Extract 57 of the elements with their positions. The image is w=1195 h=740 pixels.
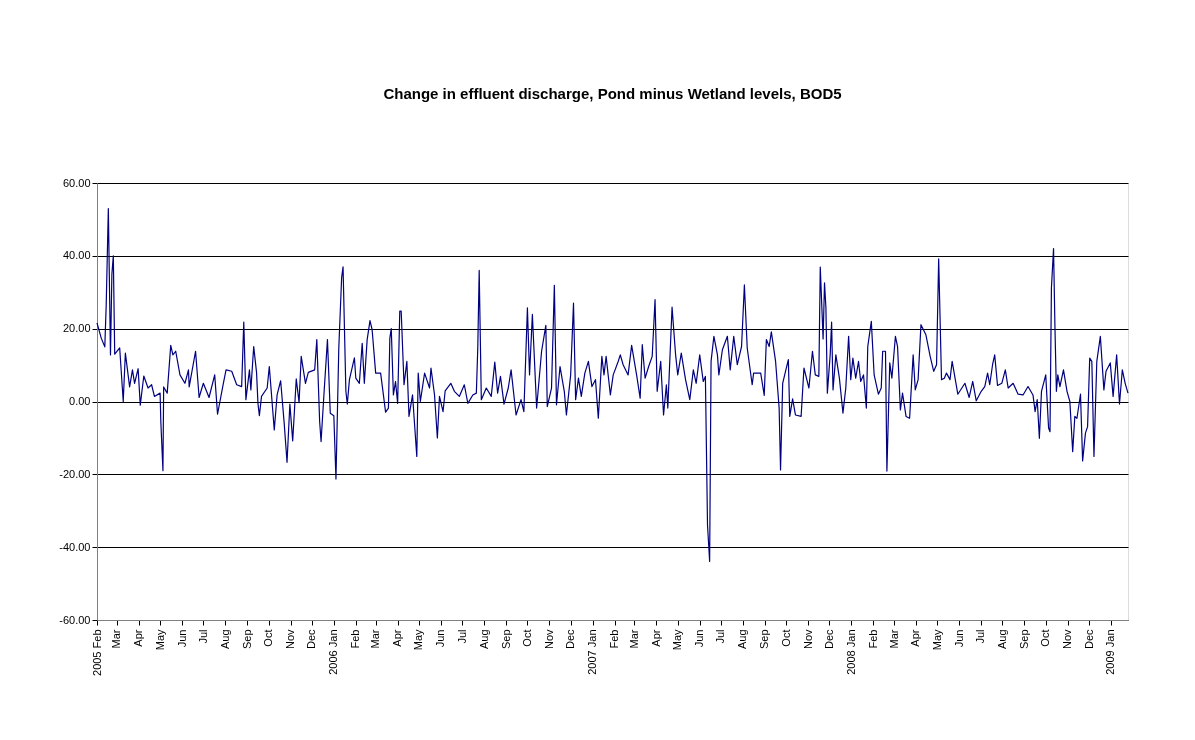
y-tick-label: 40.00: [62, 249, 91, 262]
x-tick-label: 2007 Jan: [586, 629, 599, 675]
x-tick-label: Apr: [909, 629, 922, 647]
x-tick-label: Oct: [779, 629, 792, 647]
x-tick-label: Sep: [1017, 629, 1030, 650]
x-tick-label: Jun: [693, 629, 706, 648]
x-tick-label: Jun: [952, 629, 965, 648]
x-tick-label: Mar: [110, 629, 123, 649]
x-tick-label: Aug: [995, 629, 1008, 650]
x-tick-label: Jul: [455, 629, 468, 644]
chart-title: Change in effluent discharge, Pond minus Wetland levels, BOD5: [383, 85, 842, 102]
x-tick-label: Nov: [1061, 629, 1074, 650]
x-tick-label: Aug: [477, 629, 490, 650]
y-tick-label: 20.00: [62, 322, 91, 335]
x-tick-label: Jun: [434, 629, 447, 648]
x-tick-label: Jun: [175, 629, 188, 648]
x-tick-label: Apr: [132, 629, 145, 647]
x-tick-label: Dec: [305, 629, 318, 650]
x-tick-label: 2009 Jan: [1104, 629, 1117, 675]
x-tick-label: 2005 Feb: [90, 629, 103, 676]
x-tick-label: May: [153, 629, 166, 651]
x-tick-label: Sep: [758, 629, 771, 650]
x-tick-label: Aug: [218, 629, 231, 650]
x-tick-label: May: [671, 629, 684, 651]
x-tick-label: Jul: [714, 629, 727, 644]
x-tick-label: Apr: [391, 629, 404, 647]
x-tick-label: Dec: [1082, 629, 1095, 650]
x-tick-label: May: [930, 629, 943, 651]
x-tick-label: 2008 Jan: [844, 629, 857, 675]
x-tick-label: May: [412, 629, 425, 651]
x-tick-label: Mar: [627, 629, 640, 649]
y-tick-label: -20.00: [59, 467, 91, 480]
y-tick-label: 60.00: [62, 176, 91, 189]
y-tick-label: -60.00: [59, 613, 91, 626]
x-tick-label: Sep: [240, 629, 253, 650]
x-tick-label: Aug: [736, 629, 749, 650]
x-tick-label: Oct: [262, 629, 275, 647]
y-tick-label: -40.00: [59, 540, 91, 553]
x-tick-label: Dec: [822, 629, 835, 650]
x-tick-label: 2006 Jan: [327, 629, 340, 675]
x-tick-label: Nov: [284, 629, 297, 650]
line-series: [96, 207, 1129, 562]
x-tick-label: Nov: [801, 629, 814, 650]
x-tick-label: Apr: [649, 629, 662, 647]
x-tick-label: Feb: [866, 629, 879, 649]
x-tick-label: Sep: [499, 629, 512, 650]
x-tick-label: Feb: [608, 629, 621, 649]
y-tick-label: 0.00: [69, 395, 91, 407]
x-tick-label: Jul: [196, 629, 209, 644]
x-tick-label: Oct: [1039, 629, 1052, 647]
x-tick-label: Jul: [974, 629, 987, 644]
x-tick-label: Oct: [520, 629, 533, 647]
x-tick-label: Feb: [349, 629, 362, 649]
x-tick-label: Mar: [887, 629, 900, 649]
x-tick-label: Nov: [542, 629, 555, 650]
x-tick-label: Dec: [564, 629, 577, 650]
x-tick-label: Mar: [369, 629, 382, 649]
